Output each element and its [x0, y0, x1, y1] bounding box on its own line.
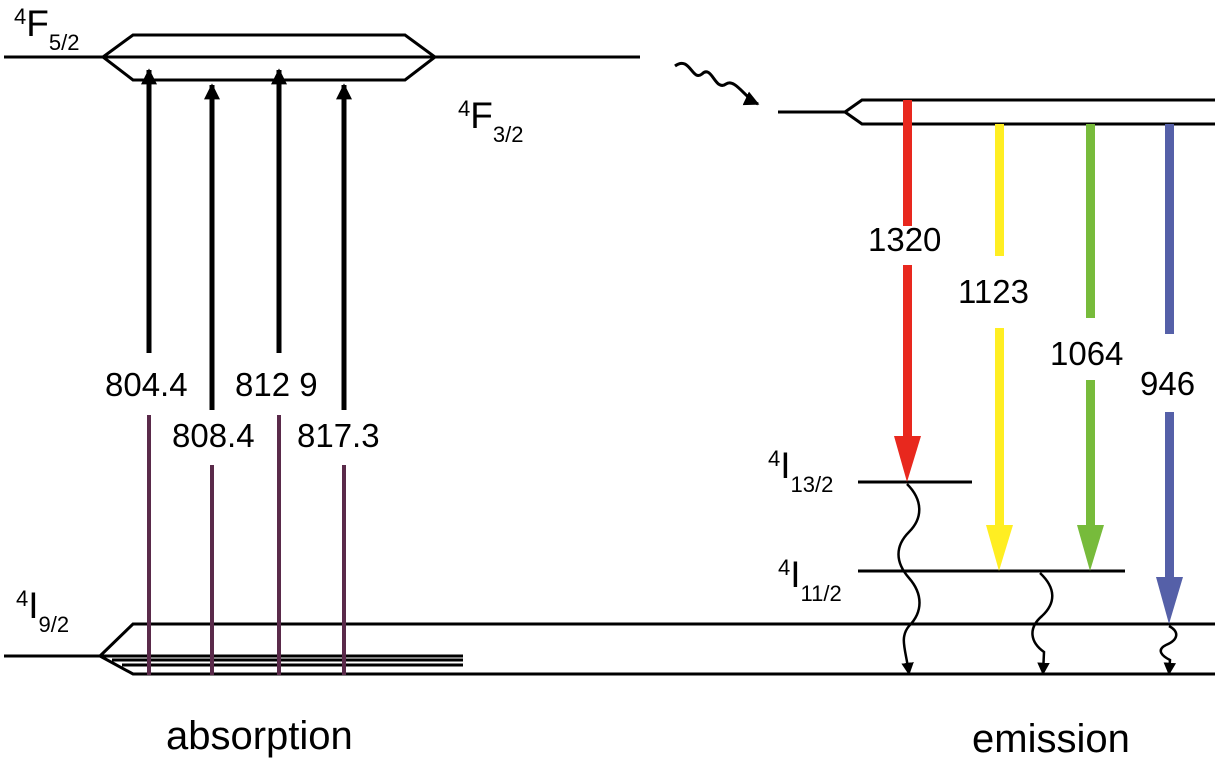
emission-arrow-1064: [1077, 124, 1104, 571]
wavelength-label-817: 817.3: [297, 417, 380, 454]
absorption-caption: absorption: [166, 714, 353, 758]
term-label-4F5-2: 4F5/2: [14, 3, 79, 55]
emission-shaft-946-upper: [1165, 124, 1174, 334]
emission-head-1064: [1077, 525, 1104, 571]
nonradiative-decay-squiggle-2: [1031, 572, 1054, 676]
emission-shaft-1123-upper: [995, 124, 1004, 256]
nonradiative-decay-squiggle-1: [897, 483, 921, 676]
nonradiative-transfer-squiggle: [674, 62, 760, 106]
emission-arrow-946: [1156, 124, 1183, 624]
emission-head-1123: [986, 525, 1013, 571]
emission-arrow-1320: [894, 100, 921, 482]
nonradiative-decay-squiggle-3: [1159, 624, 1178, 676]
term-label-4F3-2: 4F3/2: [458, 95, 523, 147]
emission-caption: emission: [972, 717, 1130, 761]
emission-head-1320: [894, 436, 921, 482]
wavelength-label-804: 804.4: [105, 366, 188, 403]
term-label-4I9-2: 4I9/2: [16, 585, 69, 637]
emission-shaft-946-lower: [1165, 412, 1174, 578]
emission-shaft-1320-upper: [903, 100, 912, 226]
level-4F5-2: [4, 33, 640, 82]
term-label-4I13-2: 4I13/2: [768, 445, 833, 497]
emission-shaft-1064-upper: [1086, 124, 1095, 318]
emission-label-1320: 1320: [868, 221, 941, 258]
emission-head-946: [1156, 577, 1183, 624]
emission-label-946: 946: [1140, 365, 1195, 402]
emission-arrow-1123: [986, 124, 1013, 571]
emission-shaft-1064-lower: [1086, 380, 1095, 526]
emission-shaft-1320-lower: [903, 265, 912, 437]
wavelength-label-812: 812 9: [235, 366, 318, 403]
wavelength-label-808: 808.4: [172, 417, 255, 454]
emission-label-1123: 1123: [958, 273, 1029, 310]
term-label-4I11-2: 4I11/2: [778, 554, 842, 606]
level-4F3-2: [778, 98, 1215, 126]
level-4I9-2: [4, 622, 1215, 676]
emission-shaft-1123-lower: [995, 328, 1004, 526]
emission-label-1064: 1064: [1050, 335, 1123, 372]
